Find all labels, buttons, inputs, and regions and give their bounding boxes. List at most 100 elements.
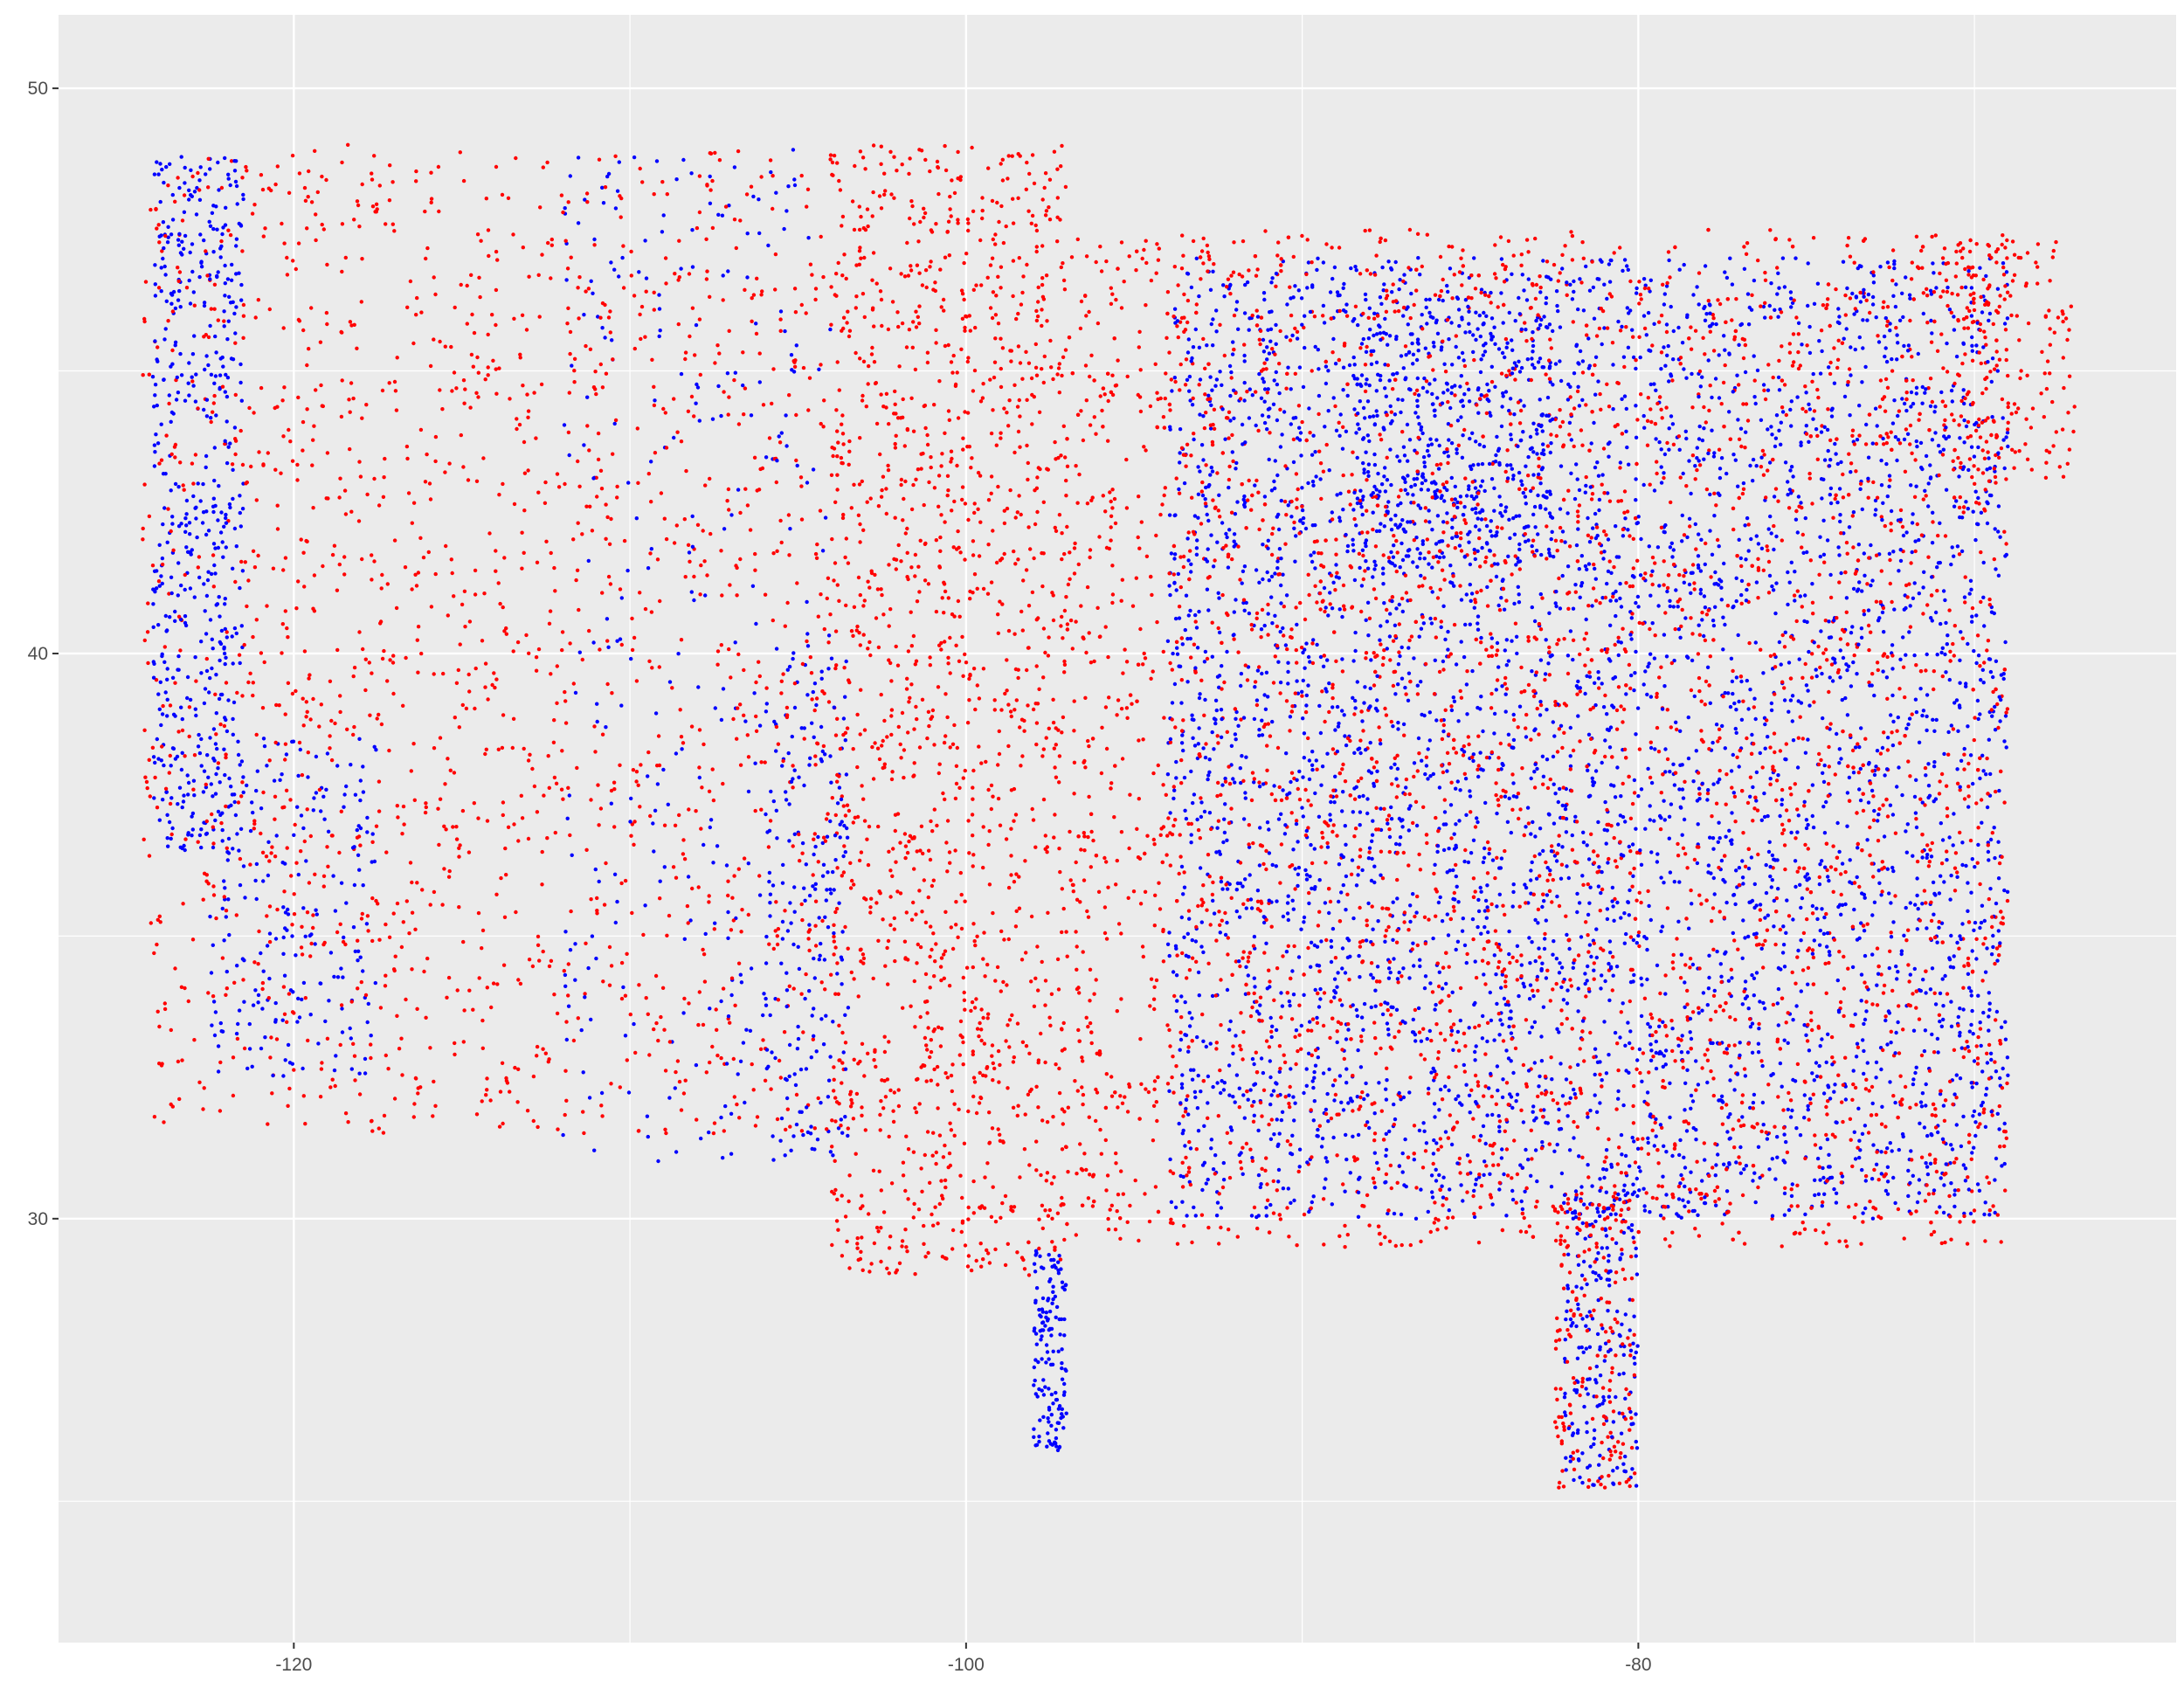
point — [926, 1250, 930, 1256]
point — [1474, 510, 1478, 515]
point — [449, 344, 453, 349]
point — [892, 1090, 896, 1095]
point — [1274, 370, 1279, 375]
point — [1370, 833, 1375, 837]
point — [1823, 619, 1828, 623]
point — [955, 745, 960, 751]
point — [1744, 557, 1748, 562]
point — [1535, 766, 1539, 771]
point — [1680, 539, 1684, 543]
point — [1006, 176, 1010, 181]
point — [300, 997, 304, 1002]
point — [1538, 481, 1543, 486]
point — [1979, 920, 1984, 925]
point — [1048, 338, 1053, 343]
point — [590, 934, 595, 938]
point — [1789, 424, 1794, 428]
point — [847, 1173, 852, 1178]
point — [1889, 713, 1893, 717]
point — [188, 586, 193, 591]
point — [274, 834, 279, 838]
point — [1538, 503, 1543, 508]
point — [925, 1048, 930, 1052]
point — [1233, 1100, 1237, 1104]
point — [190, 548, 194, 552]
point — [1535, 432, 1539, 436]
point — [1062, 1381, 1067, 1387]
point — [1928, 288, 1933, 293]
point — [441, 671, 446, 676]
point — [1416, 393, 1421, 398]
point — [1593, 511, 1598, 516]
point — [1239, 780, 1243, 785]
point — [1789, 830, 1794, 835]
point — [1799, 443, 1803, 447]
point — [1638, 1169, 1642, 1173]
point — [844, 772, 849, 777]
point — [1507, 929, 1511, 934]
point — [240, 694, 245, 698]
point — [653, 808, 658, 813]
point — [1324, 1107, 1329, 1112]
point — [1546, 661, 1551, 666]
point — [461, 1040, 466, 1044]
point — [433, 1103, 438, 1109]
point — [1278, 629, 1282, 634]
point — [1155, 242, 1159, 246]
point — [702, 979, 708, 984]
point — [1291, 254, 1296, 259]
point — [916, 564, 921, 569]
point — [1593, 355, 1599, 359]
point — [1383, 934, 1387, 938]
point — [583, 992, 587, 996]
point — [1783, 630, 1788, 634]
point — [1539, 552, 1544, 557]
point — [939, 956, 944, 960]
point — [2005, 316, 2010, 321]
point — [1763, 722, 1767, 727]
point — [1705, 798, 1710, 802]
point — [1558, 325, 1563, 329]
point — [994, 443, 999, 447]
point — [1865, 582, 1870, 586]
point — [1441, 1195, 1446, 1200]
point — [214, 771, 218, 777]
point — [1468, 1110, 1472, 1115]
point — [746, 789, 751, 794]
point — [227, 776, 232, 781]
point — [1966, 805, 1971, 809]
point — [1814, 674, 1819, 679]
point — [1642, 1208, 1648, 1213]
point — [277, 703, 281, 708]
point — [516, 839, 521, 843]
point — [1806, 982, 1810, 986]
point — [1345, 393, 1350, 398]
point — [1189, 570, 1193, 574]
point — [1246, 665, 1251, 669]
point — [1385, 478, 1390, 482]
point — [1969, 314, 1974, 318]
point — [1874, 508, 1878, 512]
point — [2001, 438, 2006, 442]
point — [897, 364, 902, 369]
point — [1662, 684, 1667, 688]
point — [1901, 665, 1906, 669]
point — [1240, 581, 1244, 585]
point — [1411, 1017, 1416, 1022]
point — [621, 286, 626, 290]
point — [1422, 557, 1427, 561]
point — [392, 1097, 397, 1101]
point — [222, 524, 226, 529]
point — [1311, 1194, 1316, 1199]
point — [1408, 804, 1413, 808]
point — [194, 516, 198, 521]
point — [955, 463, 959, 468]
point — [1697, 532, 1701, 536]
point — [835, 972, 840, 976]
point — [675, 1059, 681, 1063]
point — [238, 510, 242, 515]
point — [349, 1036, 353, 1041]
point — [814, 556, 819, 560]
point — [210, 211, 215, 215]
